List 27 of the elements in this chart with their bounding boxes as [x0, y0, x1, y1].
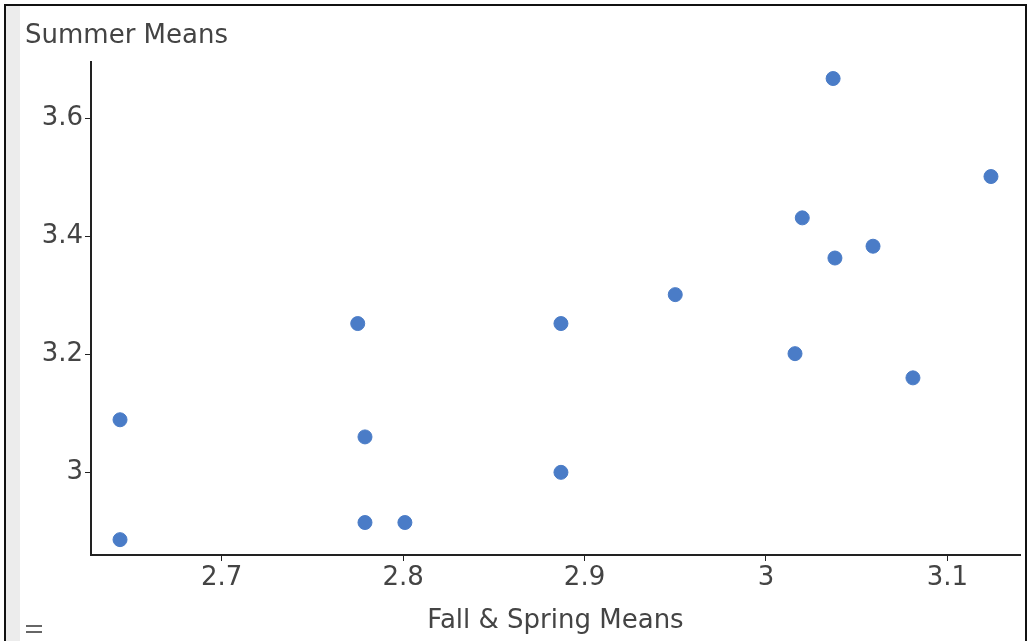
- x-tick-label: 2.9: [563, 561, 606, 592]
- point: [865, 238, 881, 254]
- point: [397, 515, 413, 531]
- point: [794, 210, 810, 226]
- point: [357, 515, 373, 531]
- y-tick-label: 3.4: [41, 218, 83, 249]
- y-axis-title: Summer Means: [25, 19, 228, 49]
- point: [667, 287, 683, 303]
- x-tick-label: 3.1: [926, 561, 969, 592]
- point: [553, 316, 569, 332]
- point: [787, 346, 803, 362]
- y-tick-label: 3.2: [41, 337, 83, 368]
- x-tick-label: 3: [757, 561, 775, 592]
- x-tick-label: 2.7: [200, 561, 243, 592]
- point: [112, 532, 128, 548]
- point: [112, 412, 128, 428]
- point: [827, 250, 843, 266]
- y-tick-label: 3.6: [41, 100, 83, 131]
- point: [983, 169, 999, 185]
- y-tick-label: 3: [66, 455, 83, 486]
- x-axis-title: Fall & Spring Means: [427, 604, 684, 635]
- point: [905, 370, 921, 386]
- point: [825, 71, 841, 87]
- point: [350, 316, 366, 332]
- point: [357, 429, 373, 445]
- x-tick-label: 2.8: [382, 561, 424, 592]
- point: [553, 464, 569, 480]
